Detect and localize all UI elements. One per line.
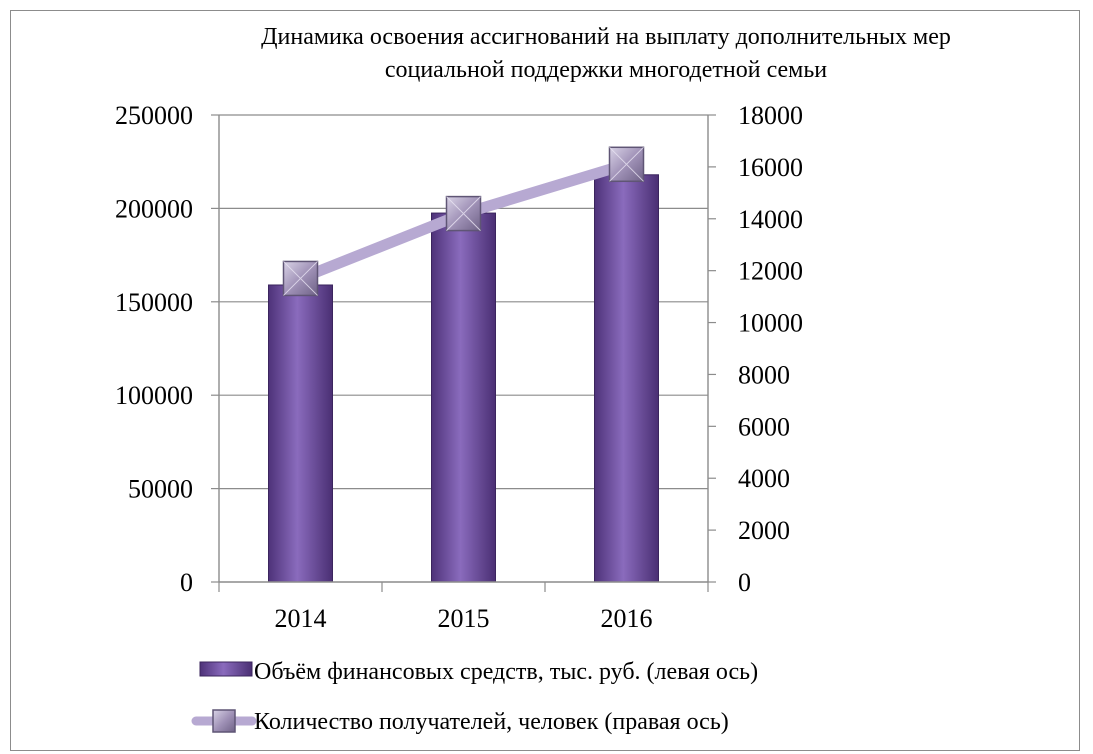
chart-title-line-1: Динамика освоения ассигнований на выплат… xyxy=(261,24,951,50)
bar-series xyxy=(268,174,659,583)
legend-item-bar: Объём финансовых средств, тыс. руб. (лев… xyxy=(199,659,758,685)
left-tick-label: 250000 xyxy=(115,101,193,130)
right-tick-label: 6000 xyxy=(738,412,790,441)
chart-title-line-2: социальной поддержки многодетной семьи xyxy=(385,57,827,83)
right-tick-label: 10000 xyxy=(738,309,803,338)
left-tick-label: 200000 xyxy=(115,194,193,223)
line-point xyxy=(608,146,645,183)
category-label: 2016 xyxy=(601,604,653,633)
line-point-bevel xyxy=(609,146,644,182)
axes xyxy=(211,114,716,592)
right-tick-label: 12000 xyxy=(738,257,803,286)
line-point-bevel xyxy=(283,261,318,296)
right-tick-label: 16000 xyxy=(738,153,803,182)
left-tick-label: 50000 xyxy=(128,475,193,504)
right-axis-tick-labels: 0 2000 4000 6000 8000 10000 12000 14000 16000 180… xyxy=(738,101,803,597)
legend-item-line: Количество получателей, человек (правая … xyxy=(191,709,729,735)
line-series xyxy=(282,146,645,297)
line-point-bevel xyxy=(446,196,481,231)
category-label: 2014 xyxy=(275,604,327,633)
right-tick-label: 4000 xyxy=(738,464,790,493)
legend-line-marker xyxy=(212,709,236,733)
category-label: 2015 xyxy=(438,604,490,633)
left-tick-label: 150000 xyxy=(115,288,193,317)
legend-bar-label: Объём финансовых средств, тыс. руб. (лев… xyxy=(254,659,758,685)
right-tick-label: 14000 xyxy=(738,205,803,234)
right-tick-label: 18000 xyxy=(738,101,803,130)
left-tick-label: 100000 xyxy=(115,381,193,410)
legend: Объём финансовых средств, тыс. руб. (лев… xyxy=(191,659,758,735)
legend-bar-swatch xyxy=(199,661,253,677)
left-tick-label: 0 xyxy=(180,568,193,597)
line-point xyxy=(445,195,482,232)
legend-line-label: Количество получателей, человек (правая … xyxy=(254,709,729,735)
bar xyxy=(268,284,333,583)
chart-frame xyxy=(10,10,1080,751)
bar xyxy=(431,212,496,583)
line-point xyxy=(282,260,319,297)
right-tick-label: 8000 xyxy=(738,360,790,389)
left-axis-tick-labels: 0 50000 100000 150000 200000 250000 xyxy=(115,101,193,597)
right-tick-label: 2000 xyxy=(738,516,790,545)
category-labels: 2014 2015 2016 xyxy=(275,604,653,633)
bar xyxy=(594,174,659,583)
right-tick-label: 0 xyxy=(738,568,751,597)
